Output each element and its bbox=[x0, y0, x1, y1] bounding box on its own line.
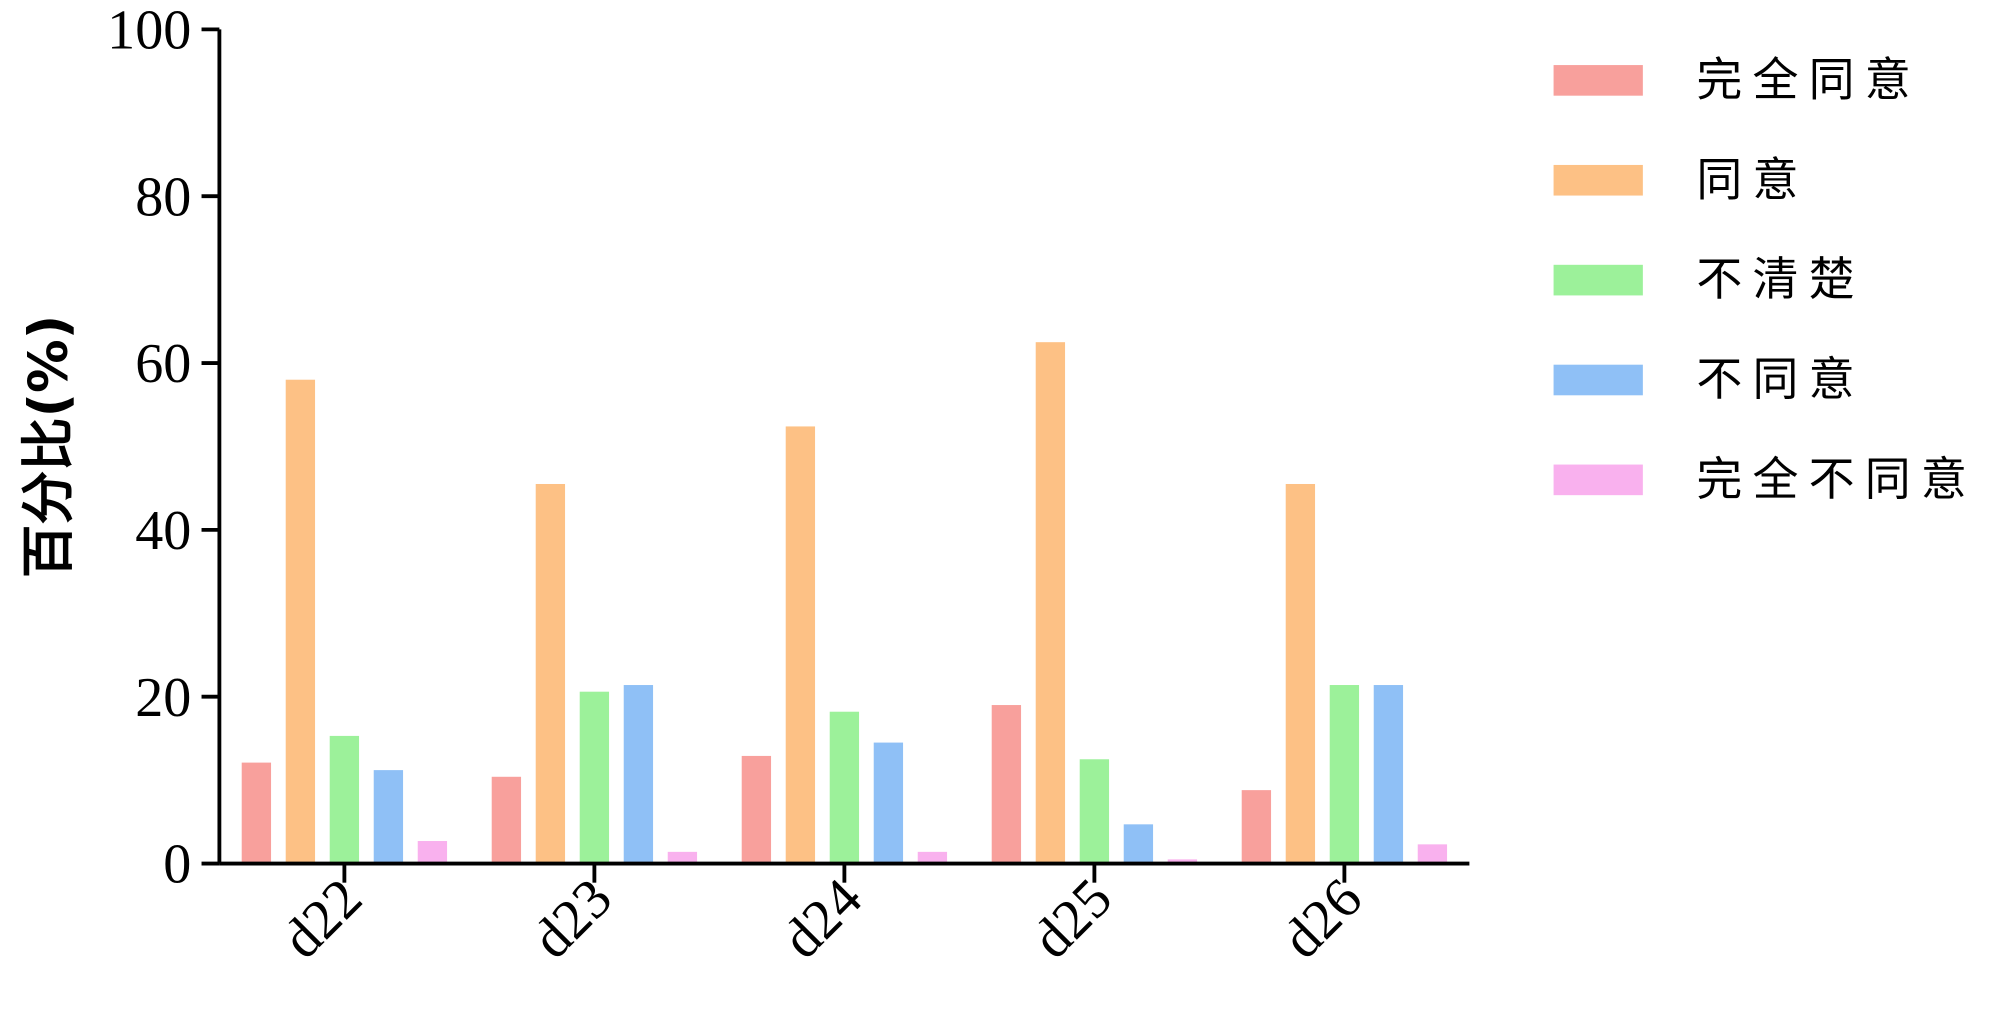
bar bbox=[579, 691, 610, 864]
legend-swatch bbox=[1553, 164, 1643, 196]
bar bbox=[241, 762, 272, 864]
bar bbox=[1079, 759, 1110, 864]
bar bbox=[1123, 824, 1154, 864]
bar bbox=[873, 742, 904, 864]
bar bbox=[1329, 685, 1360, 864]
bar bbox=[917, 851, 948, 864]
bar bbox=[491, 776, 522, 864]
bar bbox=[1241, 790, 1272, 864]
x-tick-label: d24 bbox=[771, 867, 874, 970]
legend-swatch bbox=[1553, 364, 1643, 396]
bar bbox=[373, 770, 404, 864]
y-axis-label: 百分比(%) bbox=[16, 315, 79, 578]
bar bbox=[1373, 685, 1404, 864]
y-tick-label: 80 bbox=[135, 166, 191, 228]
legend-swatch bbox=[1553, 65, 1643, 96]
y-tick-label: 0 bbox=[163, 834, 191, 896]
bar bbox=[623, 685, 654, 864]
bar bbox=[991, 705, 1022, 864]
y-tick-label: 100 bbox=[107, 0, 191, 61]
bar bbox=[329, 735, 360, 864]
x-tick-label: d26 bbox=[1271, 867, 1374, 970]
legend-label: 完全同意 bbox=[1696, 52, 1920, 106]
y-tick-label: 20 bbox=[135, 667, 191, 729]
legend-label: 不清楚 bbox=[1696, 252, 1864, 306]
y-tick-label: 60 bbox=[135, 333, 191, 395]
legend-label: 同意 bbox=[1696, 152, 1808, 206]
legend-swatch bbox=[1553, 464, 1643, 496]
bar bbox=[667, 851, 698, 864]
bar bbox=[1285, 483, 1316, 864]
bar bbox=[785, 426, 816, 864]
bar bbox=[741, 755, 772, 864]
legend-swatch bbox=[1553, 264, 1643, 296]
bar bbox=[417, 841, 448, 864]
bar bbox=[535, 483, 566, 864]
x-tick-label: d25 bbox=[1021, 867, 1124, 970]
bar bbox=[1417, 844, 1448, 864]
bar bbox=[1167, 859, 1198, 864]
y-tick-label: 40 bbox=[135, 500, 191, 562]
legend-label: 不同意 bbox=[1696, 352, 1864, 406]
x-tick-label: d23 bbox=[521, 867, 624, 970]
x-tick-label: d22 bbox=[271, 867, 374, 970]
bar bbox=[1035, 342, 1066, 864]
bar bbox=[285, 379, 316, 864]
legend-label: 完全不同意 bbox=[1696, 452, 1977, 506]
bar bbox=[829, 711, 860, 864]
